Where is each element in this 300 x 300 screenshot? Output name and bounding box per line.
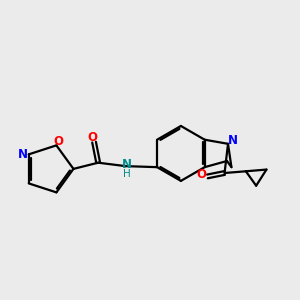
Text: O: O	[87, 131, 97, 144]
Text: H: H	[124, 169, 131, 179]
Text: N: N	[122, 158, 132, 171]
Text: N: N	[18, 148, 28, 161]
Text: N: N	[228, 134, 238, 147]
Text: O: O	[53, 135, 63, 148]
Text: O: O	[196, 168, 206, 181]
